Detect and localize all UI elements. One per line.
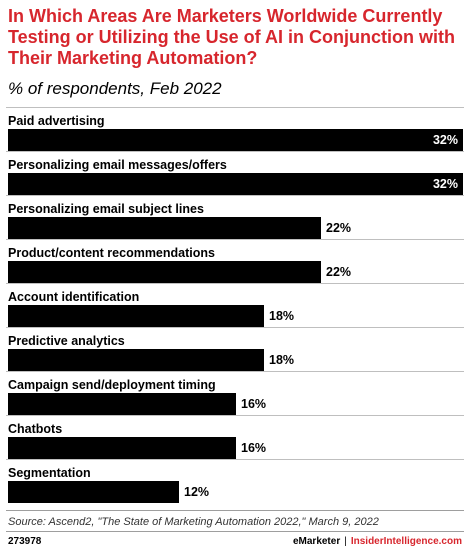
bar	[8, 305, 264, 327]
chart-subtitle: % of respondents, Feb 2022	[8, 79, 222, 98]
brand-emarketer: eMarketer	[292, 536, 341, 547]
footer-divider-bottom	[6, 531, 464, 532]
chart-id: 273978	[8, 536, 42, 547]
category-label: Account identification	[8, 290, 140, 304]
value-label: 22%	[326, 265, 352, 279]
chart-title: In Which Areas Are Marketers Worldwide C…	[8, 6, 455, 68]
value-label: 18%	[269, 309, 295, 323]
row-divider	[6, 239, 464, 240]
value-label: 22%	[326, 221, 352, 235]
category-label: Product/content recommendations	[8, 246, 215, 260]
category-label: Chatbots	[8, 422, 63, 436]
bar	[8, 217, 321, 239]
brand-footer: eMarketer | InsiderIntelligence.com	[293, 536, 462, 548]
row-divider	[6, 459, 464, 460]
value-label: 12%	[184, 485, 210, 499]
category-label: Personalizing email messages/offers	[8, 158, 227, 172]
row-divider	[6, 151, 464, 152]
bar	[8, 437, 236, 459]
value-label: 16%	[241, 441, 267, 455]
row-divider	[6, 283, 464, 284]
row-divider	[6, 107, 464, 108]
bar	[8, 481, 179, 503]
bar	[8, 261, 321, 283]
bar-chart: Paid advertising 32% Personalizing email m…	[0, 107, 470, 507]
row-divider	[6, 195, 464, 196]
brand-insider-intelligence: InsiderIntelligence.com	[350, 536, 462, 547]
value-label: 18%	[269, 353, 295, 367]
bar	[8, 173, 463, 195]
value-label: 16%	[241, 397, 267, 411]
row-divider	[6, 327, 464, 328]
category-label: Paid advertising	[8, 114, 105, 128]
category-label: Predictive analytics	[8, 334, 125, 348]
source-note: Source: Ascend2, "The State of Marketing…	[8, 516, 379, 528]
bar	[8, 393, 236, 415]
bar	[8, 349, 264, 371]
row-divider	[6, 371, 464, 372]
category-label: Segmentation	[8, 466, 91, 480]
category-label: Personalizing email subject lines	[8, 202, 204, 216]
value-label: 32%	[432, 177, 458, 191]
value-label: 32%	[432, 133, 458, 147]
bar	[8, 129, 463, 151]
row-divider	[6, 415, 464, 416]
footer-divider	[6, 510, 464, 511]
category-label: Campaign send/deployment timing	[8, 378, 216, 392]
brand-separator: |	[344, 536, 347, 547]
